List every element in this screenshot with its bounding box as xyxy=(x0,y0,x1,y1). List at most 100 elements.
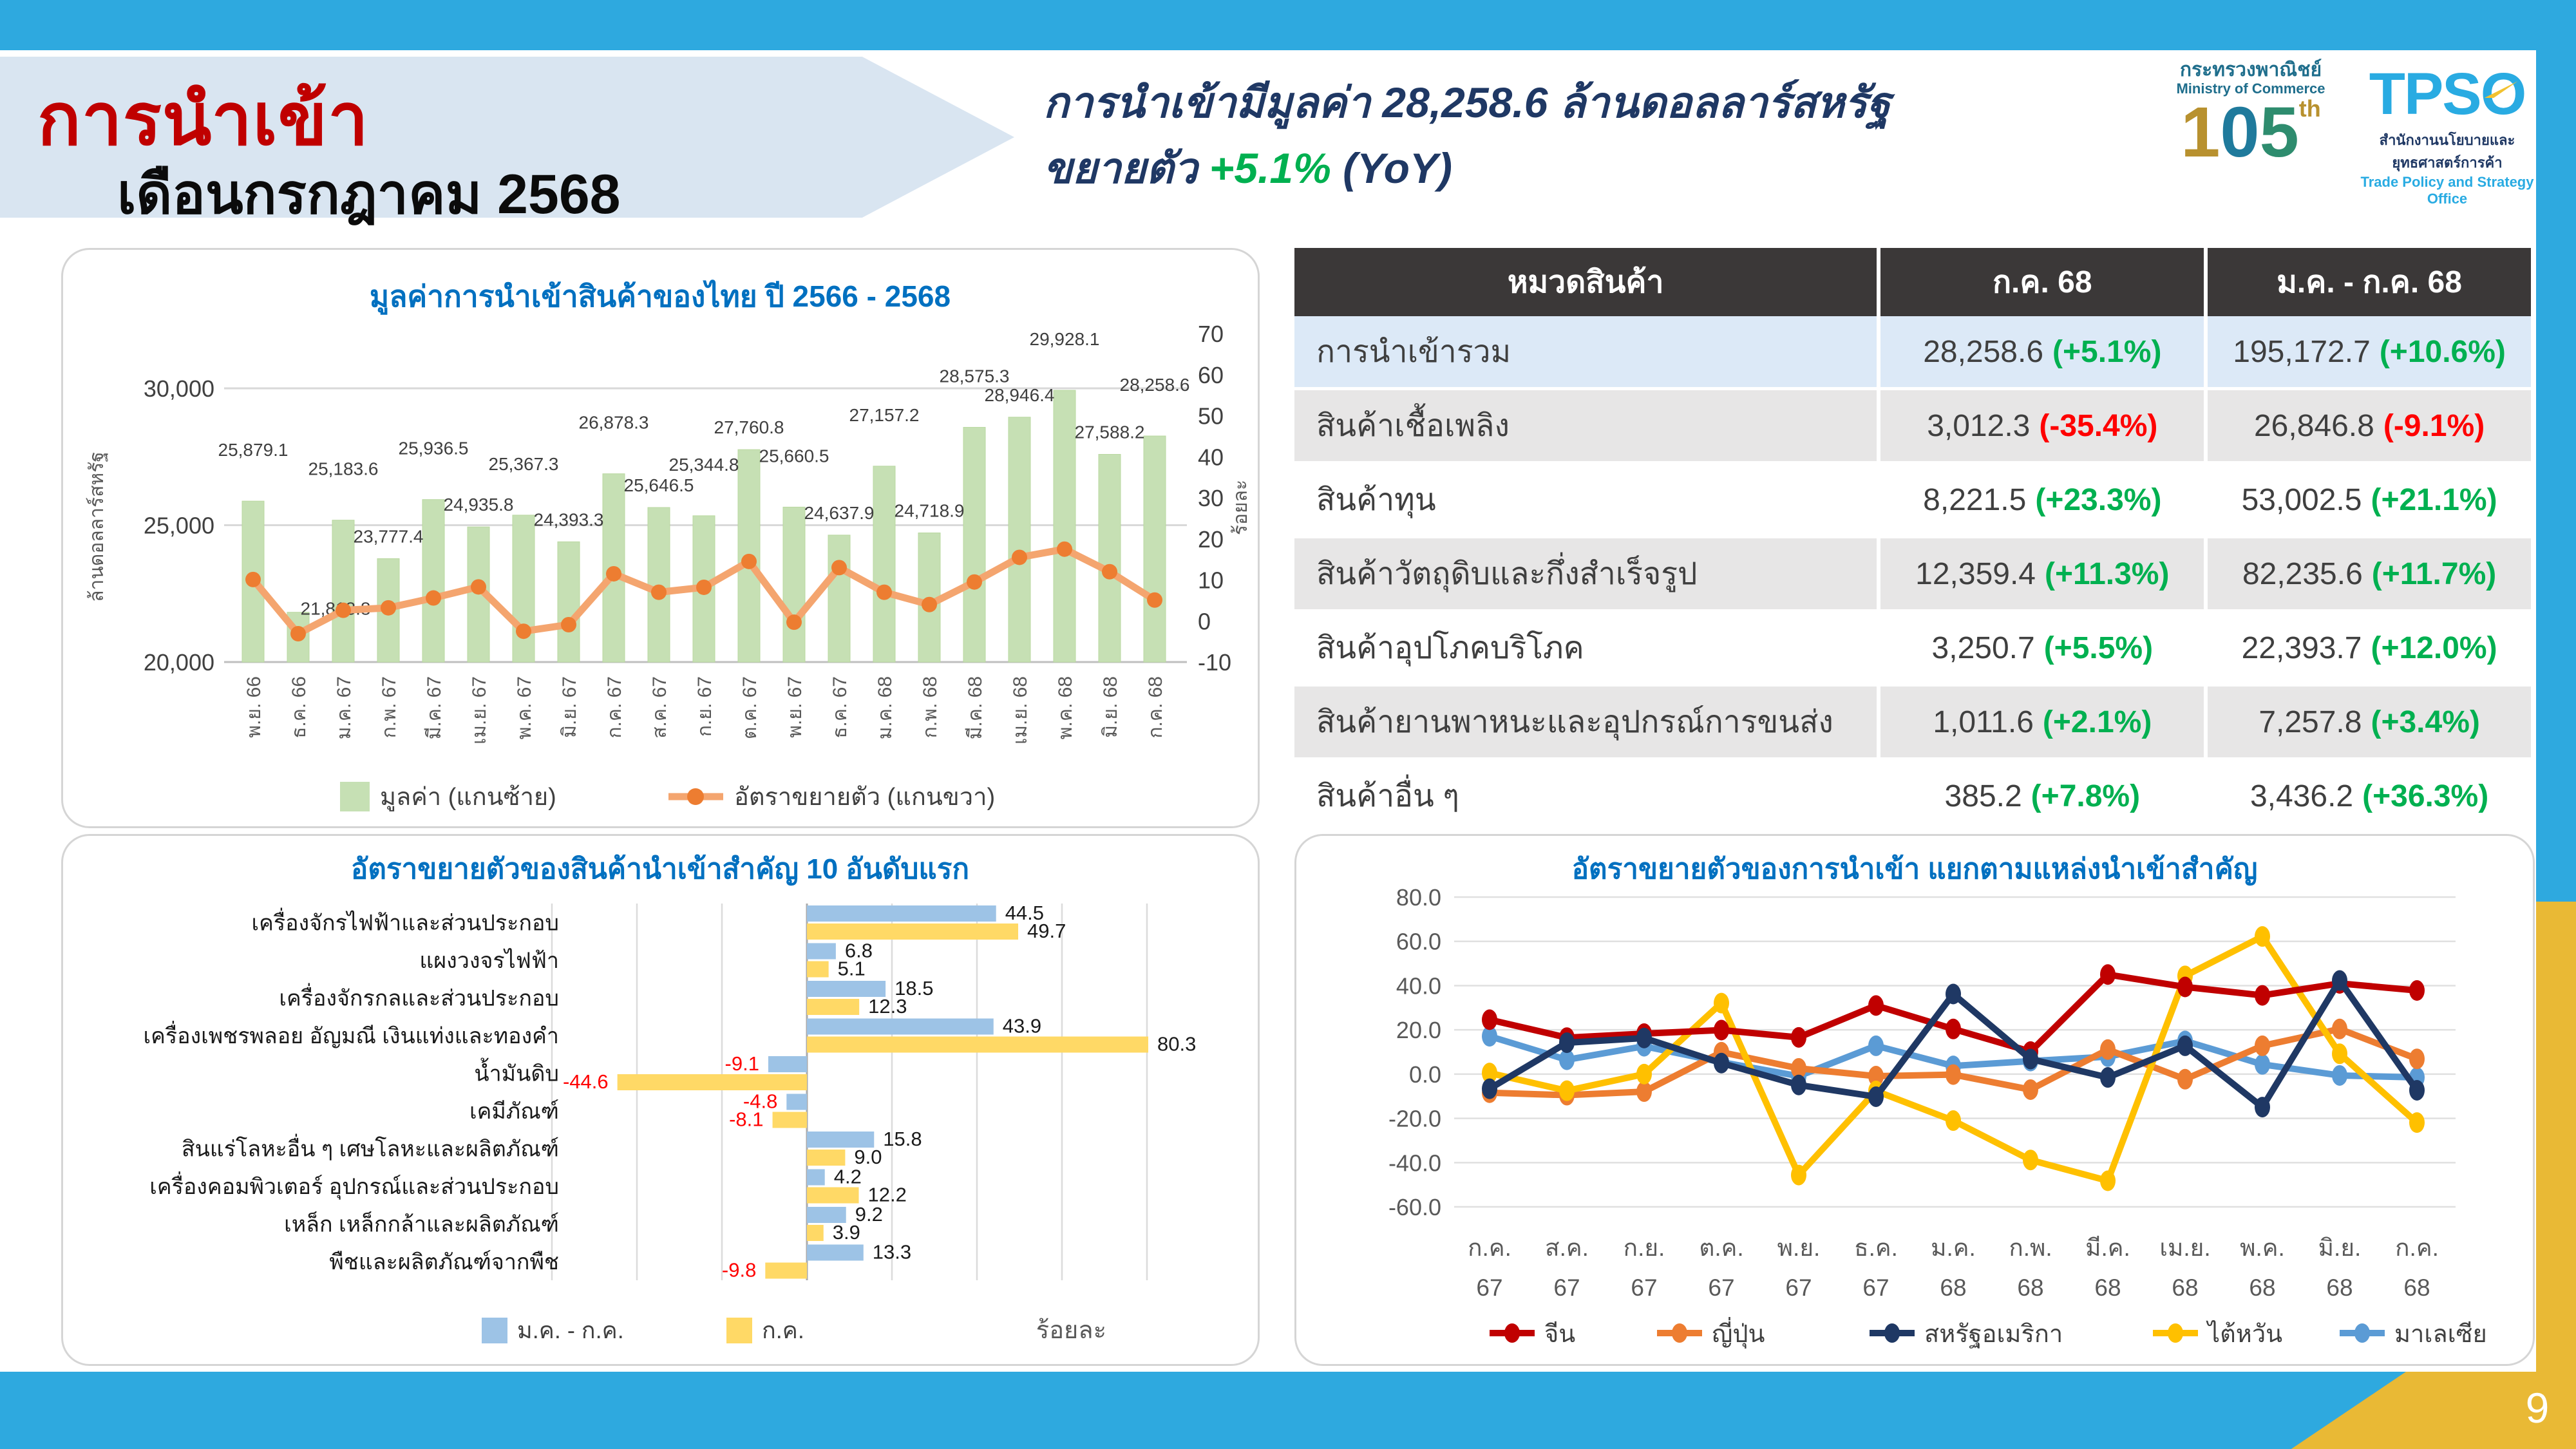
table-cell-category: สินค้าเชื้อเพลิง xyxy=(1316,409,1510,443)
headline-line1: การนำเข้ามีมูลค่า 28,258.6 ล้านดอลลาร์สห… xyxy=(1043,79,1891,126)
svg-text:10: 10 xyxy=(1198,567,1224,594)
tpso-o-swoosh-icon: O xyxy=(2480,61,2527,127)
svg-text:ม.ค. - ก.ค.: ม.ค. - ก.ค. xyxy=(517,1317,624,1343)
table-cell-ytd: 7,257.8 (+3.4%) xyxy=(2204,687,2531,757)
svg-text:ก.ค.: ก.ค. xyxy=(1468,1235,1511,1261)
svg-text:มี.ค.: มี.ค. xyxy=(2085,1235,2130,1261)
table-cell-jul: 28,258.6 (+5.1%) xyxy=(1877,316,2204,387)
svg-text:23,777.4: 23,777.4 xyxy=(354,526,424,546)
svg-text:ธ.ค. 67: ธ.ค. 67 xyxy=(829,676,851,739)
svg-text:50: 50 xyxy=(1198,403,1224,430)
svg-text:อัตราขยายตัวของการนำเข้า แยกตา: อัตราขยายตัวของการนำเข้า แยกตามแหล่งนำเข… xyxy=(1572,853,2258,886)
svg-text:67: 67 xyxy=(1631,1274,1657,1301)
svg-text:68: 68 xyxy=(2017,1274,2043,1301)
svg-text:สหรัฐอเมริกา: สหรัฐอเมริกา xyxy=(1924,1321,2063,1349)
svg-text:ธ.ค.: ธ.ค. xyxy=(1854,1235,1898,1261)
chart4-legend: จีน ญี่ปุ่น สหรัฐอเมริกา ไต้หวัน มาเลเซีย xyxy=(1490,1317,2487,1349)
svg-text:27,157.2: 27,157.2 xyxy=(849,405,920,425)
svg-text:-9.8: -9.8 xyxy=(722,1259,756,1282)
right-edge-blue xyxy=(2536,50,2576,902)
svg-text:ก.พ.: ก.พ. xyxy=(2009,1235,2052,1261)
svg-text:-9.1: -9.1 xyxy=(725,1052,759,1075)
panel-top10-chart: อัตราขยายตัวของสินค้านำเข้าสำคัญ 10 อันด… xyxy=(61,834,1260,1366)
imports-table: หมวดสินค้า ก.ค. 68 ม.ค. - ก.ค. 68 การนำเ… xyxy=(1294,248,2531,835)
svg-text:67: 67 xyxy=(1476,1274,1502,1301)
svg-text:ต.ค.: ต.ค. xyxy=(1699,1235,1743,1261)
table-cell-ytd: 22,393.7 (+12.0%) xyxy=(2204,612,2531,683)
svg-text:25,367.3: 25,367.3 xyxy=(489,454,559,474)
moc-logo-icon: กระทรวงพาณิชย์ Ministry of Commerce 105t… xyxy=(2154,59,2347,194)
svg-text:25,000: 25,000 xyxy=(144,513,214,539)
svg-text:12.2: 12.2 xyxy=(868,1184,907,1206)
svg-text:เม.ย. 67: เม.ย. 67 xyxy=(469,676,490,744)
svg-text:เม.ย. 68: เม.ย. 68 xyxy=(1010,676,1031,744)
svg-text:-40.0: -40.0 xyxy=(1388,1150,1441,1176)
svg-text:25,936.5: 25,936.5 xyxy=(399,439,469,459)
chart1-legend: มูลค่า (แกนซ้าย) อัตราขยายตัว (แกนขวา) xyxy=(340,782,995,811)
table-cell-jul: 385.2 (+7.8%) xyxy=(1877,761,2204,831)
svg-text:68: 68 xyxy=(2326,1274,2353,1301)
svg-text:15.8: 15.8 xyxy=(883,1128,922,1150)
top10-import-growth-chart: อัตราขยายตัวของสินค้านำเข้าสำคัญ 10 อันด… xyxy=(143,853,1196,1344)
table-body: การนำเข้ารวม 28,258.6 (+5.1%) 195,172.7 (+10… xyxy=(1294,316,2531,835)
svg-text:20: 20 xyxy=(1198,526,1224,553)
svg-text:-44.6: -44.6 xyxy=(563,1070,609,1093)
svg-text:เคมีภัณฑ์: เคมีภัณฑ์ xyxy=(469,1099,559,1124)
svg-text:ม.ค. 67: ม.ค. 67 xyxy=(334,676,355,739)
svg-text:44.5: 44.5 xyxy=(1005,902,1044,924)
svg-text:68: 68 xyxy=(2403,1274,2430,1301)
svg-text:ล้านดอลลาร์สหรัฐ: ล้านดอลลาร์สหรัฐ xyxy=(86,451,108,602)
svg-text:ก.ค.: ก.ค. xyxy=(2395,1235,2439,1261)
svg-text:แผงวงจรไฟฟ้า: แผงวงจรไฟฟ้า xyxy=(419,948,559,973)
chart1-growth-markers xyxy=(245,541,1162,642)
svg-text:6.8: 6.8 xyxy=(845,940,873,962)
svg-text:80.3: 80.3 xyxy=(1157,1033,1196,1056)
svg-text:68: 68 xyxy=(2172,1274,2198,1301)
svg-text:30: 30 xyxy=(1198,485,1224,511)
svg-text:67: 67 xyxy=(1708,1274,1734,1301)
table-cell-category: การนำเข้ารวม xyxy=(1316,335,1511,369)
right-edge-yellow xyxy=(2536,902,2576,1449)
chart4-x-labels: ก.ค. 67 ส.ค. 67 ก.ย. 67 ต.ค. 67 พ.ย. 67 ธ.ค. 67 ม.ค.… xyxy=(1468,1235,2439,1301)
svg-text:68: 68 xyxy=(2094,1274,2121,1301)
table-header-row: หมวดสินค้า ก.ค. 68 ม.ค. - ก.ค. 68 xyxy=(1294,248,2531,316)
svg-text:28,258.6: 28,258.6 xyxy=(1120,375,1190,395)
svg-text:40.0: 40.0 xyxy=(1396,972,1441,999)
svg-text:24,718.9: 24,718.9 xyxy=(895,500,965,520)
svg-text:เครื่องเพชรพลอย อัญมณี เงินแท่: เครื่องเพชรพลอย อัญมณี เงินแท่งและทองคำ xyxy=(143,1021,559,1048)
svg-text:ญี่ปุ่น: ญี่ปุ่น xyxy=(1712,1317,1765,1349)
svg-text:9.0: 9.0 xyxy=(854,1146,882,1168)
svg-text:5.1: 5.1 xyxy=(838,958,866,980)
svg-text:25,660.5: 25,660.5 xyxy=(759,446,829,466)
svg-text:26,878.3: 26,878.3 xyxy=(579,413,649,433)
svg-text:68: 68 xyxy=(2249,1274,2275,1301)
table-cell-jul: 3,012.3 (-35.4%) xyxy=(1877,390,2204,461)
svg-text:-60.0: -60.0 xyxy=(1388,1194,1441,1220)
svg-text:ม.ค.: ม.ค. xyxy=(1931,1235,1976,1261)
page-number: 9 xyxy=(2525,1384,2550,1432)
headline-line2: ขยายตัว +5.1% (YoY) xyxy=(1043,144,1452,193)
svg-text:68: 68 xyxy=(1940,1274,1966,1301)
svg-text:พืชและผลิตภัณฑ์จากพืช: พืชและผลิตภัณฑ์จากพืช xyxy=(329,1250,559,1274)
chart3-category-labels: เครื่องจักรไฟฟ้าและส่วนประกอบแผงวงจรไฟฟ้… xyxy=(143,907,559,1274)
svg-text:เครื่องจักรไฟฟ้าและส่วนประกอบ: เครื่องจักรไฟฟ้าและส่วนประกอบ xyxy=(251,907,559,935)
svg-text:พ.ค. 68: พ.ค. 68 xyxy=(1055,676,1076,739)
top-bar xyxy=(0,0,2576,50)
svg-text:3.9: 3.9 xyxy=(833,1221,860,1244)
svg-text:เครื่องจักรกลและส่วนประกอบ: เครื่องจักรกลและส่วนประกอบ xyxy=(279,983,559,1010)
tpso-logo-icon: TPSO สำนักงานนโยบายและยุทธศาสตร์การค้า T… xyxy=(2360,61,2534,207)
svg-text:67: 67 xyxy=(1785,1274,1812,1301)
svg-text:-10: -10 xyxy=(1198,649,1231,676)
page-title: การนำเข้า xyxy=(37,79,370,160)
table-header-jul: ก.ค. 68 xyxy=(1877,248,2204,316)
svg-text:ก.ย.: ก.ย. xyxy=(1624,1235,1665,1261)
header-chevron-banner xyxy=(0,57,1014,218)
chart4-grid: 80.0 60.0 40.0 20.0 0.0 -20.0 -40.0 -60.0 xyxy=(1388,884,2456,1220)
svg-text:ร้อยละ: ร้อยละ xyxy=(1036,1317,1106,1344)
panel-sources-chart: อัตราขยายตัวของการนำเข้า แยกตามแหล่งนำเข… xyxy=(1294,834,2535,1366)
table-cell-jul: 3,250.7 (+5.5%) xyxy=(1877,612,2204,683)
table-row: การนำเข้ารวม 28,258.6 (+5.1%) 195,172.7 (+10… xyxy=(1294,316,2531,390)
svg-text:4.2: 4.2 xyxy=(834,1166,862,1188)
svg-text:18.5: 18.5 xyxy=(895,977,933,999)
